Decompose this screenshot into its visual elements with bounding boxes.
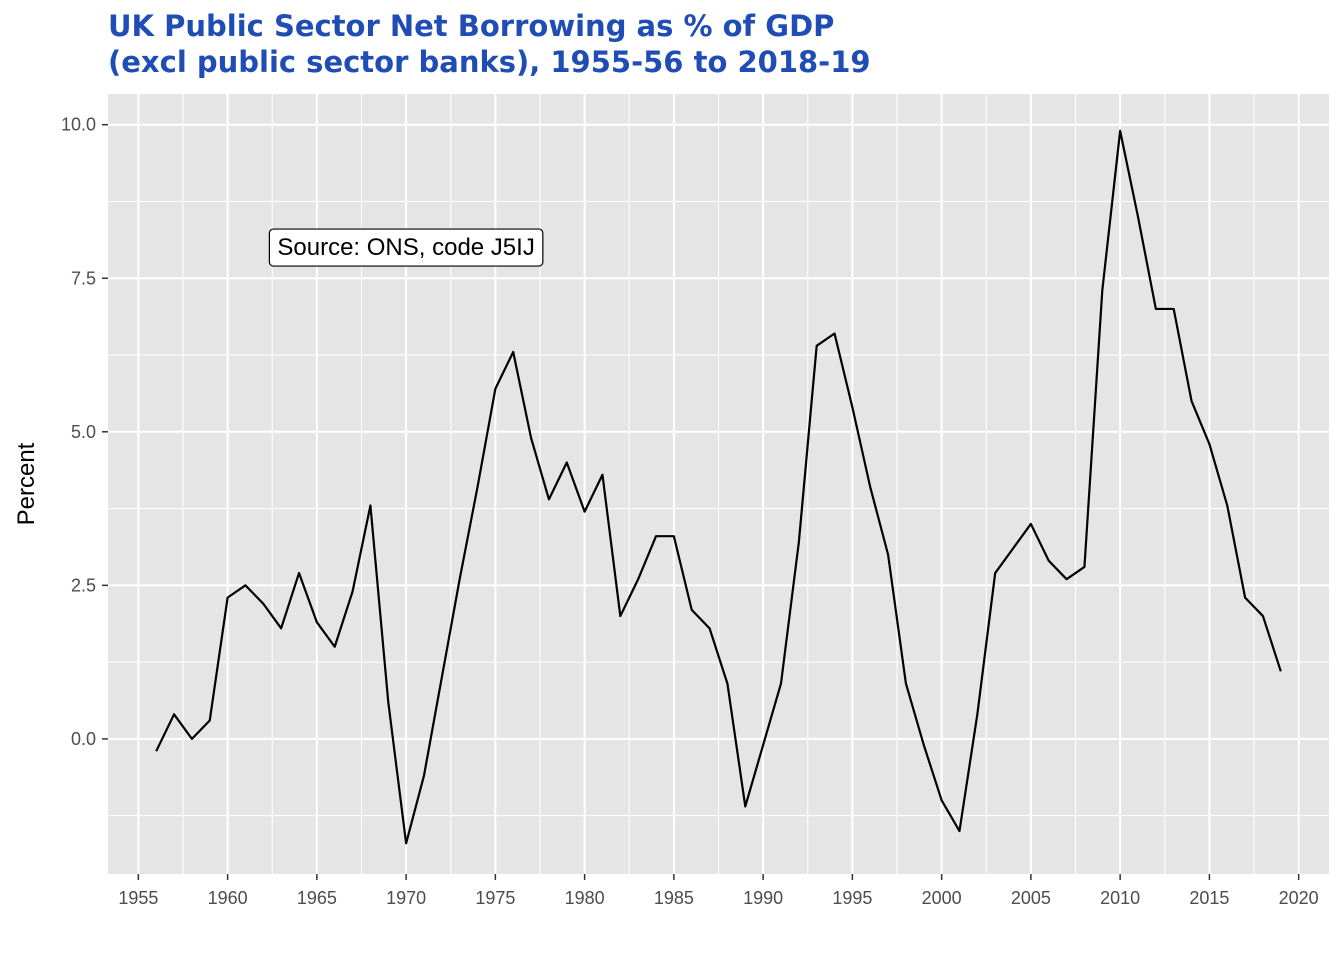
y-tick-label: 0.0 — [71, 729, 96, 749]
x-tick-label: 2015 — [1189, 888, 1229, 908]
x-tick-label: 1975 — [475, 888, 515, 908]
x-tick-label: 1965 — [297, 888, 337, 908]
x-tick-label: 2020 — [1279, 888, 1319, 908]
x-tick-label: 2005 — [1011, 888, 1051, 908]
grid-minor — [108, 94, 1329, 874]
annotation-box — [268, 228, 544, 267]
x-tick-label: 2010 — [1100, 888, 1140, 908]
y-tick-label: 5.0 — [71, 422, 96, 442]
x-tick-label: 2000 — [922, 888, 962, 908]
x-tick-label: 1955 — [118, 888, 158, 908]
x-tick-label: 1995 — [832, 888, 872, 908]
y-tick-label: 7.5 — [71, 268, 96, 288]
x-axis: 1955 1960 1965 1970 1975 1980 1985 1990 1995 2000… — [118, 874, 1319, 908]
x-tick-label: 1960 — [208, 888, 248, 908]
annotation-text: Source: ONS, code J5IJ — [277, 234, 534, 261]
chart-title-line-1: UK Public Sector Net Borrowing as % of G… — [108, 9, 834, 43]
y-axis-title: Percent — [13, 442, 40, 525]
x-tick-label: 1970 — [386, 888, 426, 908]
x-tick-label: 1985 — [654, 888, 694, 908]
x-tick-label: 1980 — [565, 888, 605, 908]
y-tick-label: 2.5 — [71, 575, 96, 595]
series-line — [155, 129, 1282, 845]
x-tick-label: 1990 — [743, 888, 783, 908]
y-axis: 0.0 2.5 5.0 7.5 10.0 — [61, 115, 108, 749]
source-annotation: Source: ONS, code J5IJ — [268, 228, 544, 267]
chart-title-line-2: (excl public sector banks), 1955-56 to 2… — [108, 45, 871, 79]
y-tick-label: 10.0 — [61, 115, 96, 135]
